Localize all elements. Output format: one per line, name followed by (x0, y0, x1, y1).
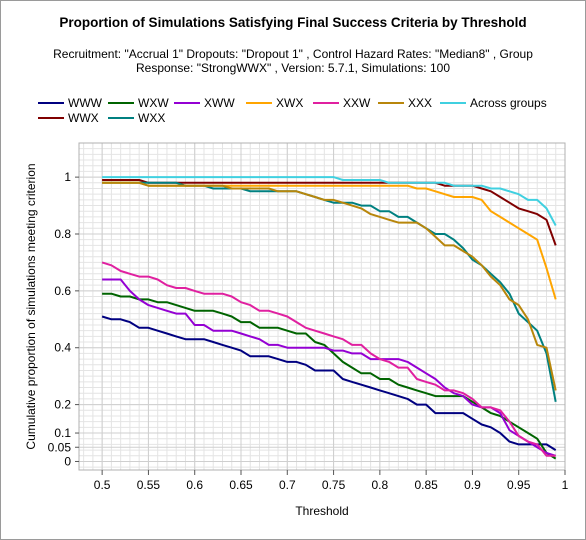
x-axis-ticks: 0.5 0.55 0.6 0.65 0.7 0.75 0.8 0.85 0.9 0.95 1 (94, 470, 569, 492)
legend-item-wxx: WXX (108, 111, 165, 125)
y-tick-label: 0.05 (48, 440, 72, 454)
legend-item-xxx: XXX (378, 96, 432, 110)
x-tick-label: 0.85 (414, 478, 438, 492)
legend-item-xww: XWW (174, 96, 235, 110)
legend-label-wxx: WXX (138, 111, 166, 125)
legend-swatch-xxx (378, 101, 404, 104)
series-line-xww (102, 278, 557, 457)
x-tick-label: 0.65 (229, 478, 253, 492)
series-line-xxx (102, 181, 557, 391)
legend-swatch-across-groups (440, 101, 466, 104)
chart-title: Proportion of Simulations Satisfying Fin… (59, 15, 527, 30)
y-tick-label: 0 (64, 454, 71, 468)
legend-label-xwx: XWX (276, 96, 304, 110)
legend-swatch-xxw (313, 101, 339, 104)
x-tick-label: 0.8 (372, 478, 389, 492)
legend-label-www: WWW (68, 96, 102, 110)
legend-label-across-groups: Across groups (470, 96, 547, 110)
series-line-across-groups (102, 176, 557, 226)
legend-swatch-wxx (108, 116, 134, 119)
legend-item-wwx: WWX (38, 111, 99, 125)
legend-item-xxw: XXW (313, 96, 370, 110)
legend-item-across-groups: Across groups (440, 96, 547, 110)
series-lines (101, 176, 557, 460)
legend-swatch-xww (174, 101, 200, 104)
legend-item-wxw: WXW (108, 96, 169, 110)
series-line-www (101, 315, 557, 451)
legend-label-wxw: WXW (138, 96, 169, 110)
x-tick-label: 0.95 (507, 478, 531, 492)
x-tick-label: 0.75 (322, 478, 346, 492)
x-tick-label: 0.55 (137, 478, 161, 492)
legend-swatch-wxw (108, 101, 134, 104)
x-tick-label: 0.5 (94, 478, 111, 492)
chart-subtitle: Recruitment: "Accrual 1" Dropouts: "Drop… (53, 47, 533, 75)
legend-swatch-xwx (246, 101, 272, 104)
legend-label-xxx: XXX (408, 96, 433, 110)
plot-area-border (78, 142, 566, 471)
series-line-wxx (102, 181, 557, 402)
x-tick-label: 0.7 (279, 478, 296, 492)
legend-item-xwx: XWX (246, 96, 303, 110)
x-tick-label: 0.9 (464, 478, 481, 492)
x-tick-label: 1 (562, 478, 569, 492)
y-tick-label: 0.8 (54, 227, 71, 241)
series-line-xxw (101, 261, 556, 457)
x-axis-label: Threshold (295, 504, 348, 518)
y-tick-label: 0.6 (54, 284, 71, 298)
y-tick-label: 0.1 (54, 426, 71, 440)
series-line-wwx (102, 179, 557, 246)
y-tick-label: 0.2 (54, 398, 71, 412)
legend-label-xxw: XXW (343, 96, 371, 110)
legend-label-wwx: WWX (68, 111, 99, 125)
legend-item-www: WWW (38, 96, 102, 110)
legend-swatch-wwx (38, 116, 64, 119)
legend-swatch-www (38, 101, 64, 104)
legend-label-xww: XWW (204, 96, 235, 110)
y-tick-label: 0.4 (54, 341, 71, 355)
y-axis-ticks: 00.050.1 0.2 0.4 0.6 0.8 1 (48, 170, 79, 468)
y-tick-label: 1 (64, 170, 71, 184)
y-axis-label: Cumulative proportion of simulations mee… (24, 163, 38, 449)
x-tick-label: 0.6 (186, 478, 203, 492)
